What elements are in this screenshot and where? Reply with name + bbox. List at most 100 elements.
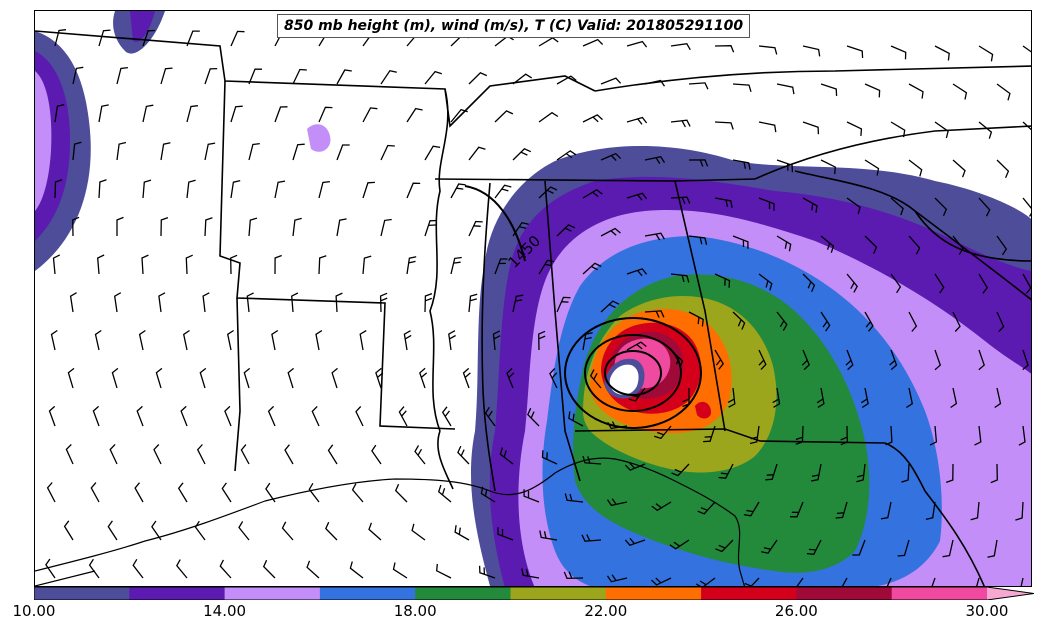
wind-barb bbox=[45, 558, 56, 579]
wind-barb bbox=[132, 558, 144, 579]
wind-barb bbox=[856, 463, 866, 483]
wind-barb bbox=[160, 216, 169, 237]
wind-barb bbox=[90, 482, 100, 503]
wind-barb bbox=[113, 292, 122, 313]
wind-barb bbox=[671, 463, 690, 477]
wind-barb bbox=[468, 293, 478, 313]
wind-barb bbox=[111, 367, 119, 389]
wind-barb bbox=[600, 152, 622, 161]
wind-barb bbox=[441, 406, 452, 427]
wind-barb bbox=[274, 180, 286, 199]
wind-barb bbox=[98, 29, 111, 47]
wind-barb bbox=[141, 254, 149, 275]
wind-barb bbox=[494, 110, 514, 123]
wind-barb bbox=[732, 311, 746, 330]
wind-barb bbox=[670, 273, 690, 283]
wind-barb bbox=[934, 45, 950, 61]
wind-barb bbox=[556, 224, 576, 237]
wind-barb bbox=[846, 45, 864, 59]
wind-barb bbox=[54, 103, 65, 123]
wind-barb bbox=[406, 256, 417, 275]
wind-barb bbox=[538, 186, 558, 199]
wind-barb bbox=[448, 330, 456, 351]
wind-barb bbox=[107, 520, 118, 541]
wind-barb bbox=[890, 197, 904, 216]
wind-barb bbox=[355, 406, 364, 427]
wind-barb bbox=[802, 121, 820, 135]
wind-barbs bbox=[45, 29, 1031, 586]
wind-barb bbox=[142, 179, 152, 199]
colorbar-segment bbox=[224, 587, 321, 600]
wind-barb bbox=[860, 387, 869, 409]
wind-barb bbox=[468, 72, 488, 85]
wind-barb bbox=[318, 180, 330, 199]
shade-left-edge-14 bbox=[35, 71, 52, 211]
wind-barb bbox=[362, 107, 378, 123]
wind-barb bbox=[644, 79, 666, 87]
wind-barb bbox=[990, 463, 998, 484]
wind-barb bbox=[185, 254, 193, 275]
wind-barb bbox=[182, 329, 190, 351]
colorbar-segment bbox=[415, 587, 511, 600]
shade-top-12 bbox=[130, 11, 155, 42]
wind-barb bbox=[248, 68, 262, 85]
wind-barb bbox=[651, 577, 672, 586]
wind-barb bbox=[816, 387, 825, 408]
wind-barb bbox=[284, 444, 294, 465]
wind-barb bbox=[392, 562, 408, 579]
wind-barb bbox=[248, 142, 260, 161]
wind-barb bbox=[436, 563, 452, 579]
wind-barb bbox=[682, 388, 690, 408]
state-boundaries bbox=[35, 30, 1031, 586]
wind-barb bbox=[88, 558, 100, 579]
wind-barb bbox=[978, 273, 988, 294]
wind-barb bbox=[765, 463, 778, 481]
colorbar-extension bbox=[987, 587, 1034, 600]
wind-barb bbox=[845, 349, 854, 371]
wind-barb bbox=[240, 444, 250, 465]
wind-barb bbox=[644, 310, 665, 318]
wind-barb bbox=[1018, 425, 1026, 446]
wind-barb bbox=[934, 121, 949, 139]
wind-barb bbox=[325, 521, 338, 541]
wind-barb bbox=[852, 539, 866, 556]
wind-barb bbox=[484, 406, 496, 427]
colorbar-segment bbox=[129, 587, 226, 600]
wind-barb bbox=[375, 367, 384, 389]
wind-barb bbox=[934, 197, 948, 216]
wind-barb bbox=[116, 141, 127, 161]
wind-barb bbox=[727, 387, 736, 408]
wind-barb bbox=[72, 216, 80, 237]
wind-barb bbox=[527, 407, 540, 427]
wind-barb bbox=[582, 114, 603, 123]
wind-barb bbox=[204, 217, 213, 237]
wind-barb bbox=[758, 349, 767, 370]
wind-barb bbox=[398, 406, 408, 427]
wind-barb bbox=[908, 311, 918, 332]
wind-barb bbox=[230, 105, 243, 123]
wind-barb bbox=[186, 30, 200, 47]
wind-barb bbox=[424, 292, 433, 313]
wind-barb bbox=[846, 121, 863, 136]
storm-eye bbox=[609, 364, 639, 395]
wind-barb bbox=[556, 296, 571, 313]
wind-barb bbox=[204, 67, 218, 85]
wind-barb bbox=[521, 568, 540, 579]
wind-barb bbox=[394, 483, 408, 503]
wind-barb bbox=[697, 501, 716, 515]
wind-barb bbox=[670, 119, 691, 128]
wind-barb bbox=[311, 405, 320, 427]
wind-barb bbox=[732, 235, 749, 249]
colorbar-tick-label: 14.00 bbox=[203, 602, 247, 620]
wind-barb bbox=[901, 463, 910, 483]
wind-barb bbox=[523, 489, 540, 503]
wind-barb bbox=[670, 42, 691, 51]
wind-barb bbox=[906, 387, 914, 409]
wind-barb bbox=[732, 159, 751, 170]
wind-barb bbox=[274, 254, 282, 275]
wind-barb bbox=[437, 484, 452, 503]
wind-barb bbox=[835, 501, 848, 519]
wind-barb bbox=[996, 83, 1011, 101]
wind-barb bbox=[499, 447, 514, 465]
wind-barb bbox=[846, 273, 858, 293]
